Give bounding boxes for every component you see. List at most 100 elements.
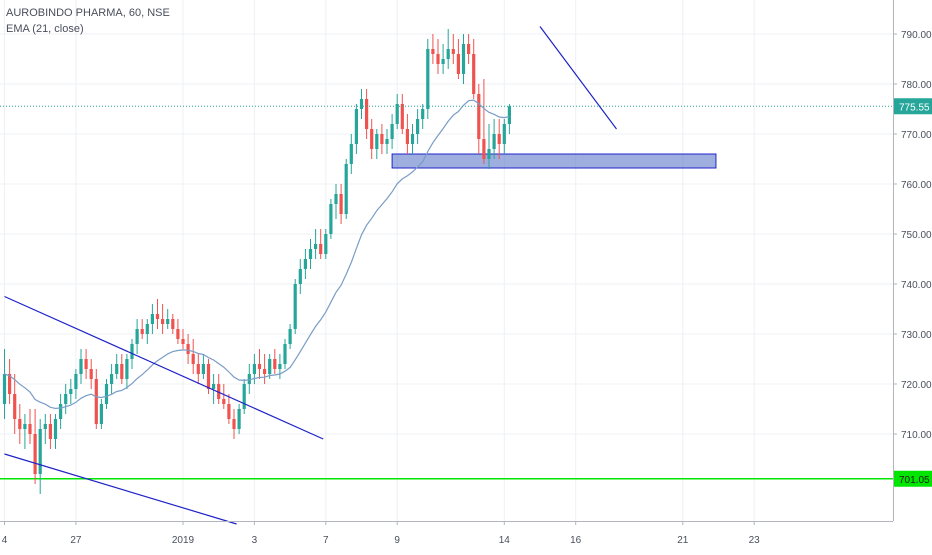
candle-body xyxy=(150,314,154,324)
candle-body xyxy=(201,364,205,374)
trendline[interactable] xyxy=(4,453,237,525)
candle-body xyxy=(145,324,149,334)
x-tick-label: 14 xyxy=(499,535,511,546)
candle xyxy=(344,159,348,219)
candle-body xyxy=(482,139,486,159)
candle-body xyxy=(405,129,409,144)
candle xyxy=(359,89,364,119)
candle xyxy=(8,359,12,404)
support-price-label-bg xyxy=(894,470,932,487)
candle xyxy=(257,349,262,379)
candle-body xyxy=(59,404,63,419)
candle-body xyxy=(410,134,415,144)
candle-body xyxy=(166,319,170,324)
candle-body xyxy=(314,244,318,249)
support-price-label: 701.05 xyxy=(894,470,932,487)
candle xyxy=(308,239,313,269)
candle xyxy=(150,304,154,334)
candle xyxy=(171,314,175,334)
x-tick-label: 16 xyxy=(570,535,582,546)
x-tick-label: 23 xyxy=(749,535,761,546)
candle-body xyxy=(217,384,221,399)
last-price-label: 775.55 xyxy=(894,98,932,115)
y-tick-label: 780.00 xyxy=(901,80,932,91)
candle-body xyxy=(298,269,302,284)
candle xyxy=(104,379,109,409)
x-tick-label: 3 xyxy=(252,535,258,546)
candle-body xyxy=(472,54,476,94)
indicator-label: EMA (21, close) xyxy=(6,23,84,35)
candle-body xyxy=(375,134,379,149)
resistance-zone-rect[interactable] xyxy=(391,153,717,169)
chart-legend: AUROBINDO PHARMA, 60, NSE EMA (21, close… xyxy=(6,5,170,37)
candle xyxy=(405,114,409,154)
candle xyxy=(64,384,68,414)
candle xyxy=(79,349,83,384)
candle xyxy=(69,379,73,404)
candle xyxy=(421,104,425,129)
candle xyxy=(237,404,241,434)
candle-body xyxy=(467,44,471,54)
candle-body xyxy=(130,344,134,359)
candle xyxy=(441,44,445,74)
support-price-label-text: 701.05 xyxy=(899,475,930,486)
candle-body xyxy=(104,384,109,404)
x-tick-label: 9 xyxy=(394,535,400,546)
candle xyxy=(247,364,251,394)
x-tick-label: 21 xyxy=(677,535,689,546)
candle xyxy=(487,124,491,169)
ema-line xyxy=(4,99,510,410)
candle-body xyxy=(212,384,216,389)
candle-body xyxy=(492,134,496,149)
candle-body xyxy=(283,344,287,364)
candle xyxy=(38,419,42,494)
candle-body xyxy=(354,109,358,144)
candle xyxy=(467,34,471,64)
candle-body xyxy=(324,234,328,254)
candle xyxy=(99,399,103,429)
x-tick-label: 4 xyxy=(2,535,8,546)
candle xyxy=(446,29,450,69)
candle xyxy=(28,409,32,444)
candle-body xyxy=(232,419,236,429)
candle-body xyxy=(13,394,17,419)
candle-body xyxy=(84,359,88,369)
candle xyxy=(74,369,78,399)
trendline[interactable] xyxy=(539,26,617,130)
candle-body xyxy=(308,249,313,259)
candle-body xyxy=(365,99,369,129)
candle xyxy=(125,354,129,389)
candle-body xyxy=(23,424,27,429)
resistance-zone[interactable] xyxy=(391,153,717,169)
candle xyxy=(278,354,282,379)
candle-body xyxy=(436,54,440,64)
y-tick-label: 790.00 xyxy=(901,30,932,41)
candle-body xyxy=(222,399,226,404)
candle xyxy=(53,414,58,449)
candle xyxy=(196,354,200,384)
candle-body xyxy=(28,424,32,434)
candle xyxy=(319,229,323,259)
trendline[interactable] xyxy=(4,295,324,440)
candle xyxy=(375,129,379,159)
candle xyxy=(110,364,114,394)
candle xyxy=(283,339,287,369)
y-tick-label: 730.00 xyxy=(901,330,932,341)
candle xyxy=(2,349,7,419)
candle-body xyxy=(33,434,37,474)
candle xyxy=(492,119,496,159)
candle xyxy=(436,39,440,74)
candle xyxy=(329,199,333,239)
candle xyxy=(385,129,389,154)
trendlines[interactable] xyxy=(4,26,617,525)
candle-body xyxy=(319,244,323,254)
candle-body xyxy=(43,424,47,429)
candle-body xyxy=(161,319,165,324)
candle xyxy=(181,329,185,349)
candle xyxy=(288,324,292,349)
candle-body xyxy=(370,129,374,149)
candle xyxy=(339,184,343,224)
